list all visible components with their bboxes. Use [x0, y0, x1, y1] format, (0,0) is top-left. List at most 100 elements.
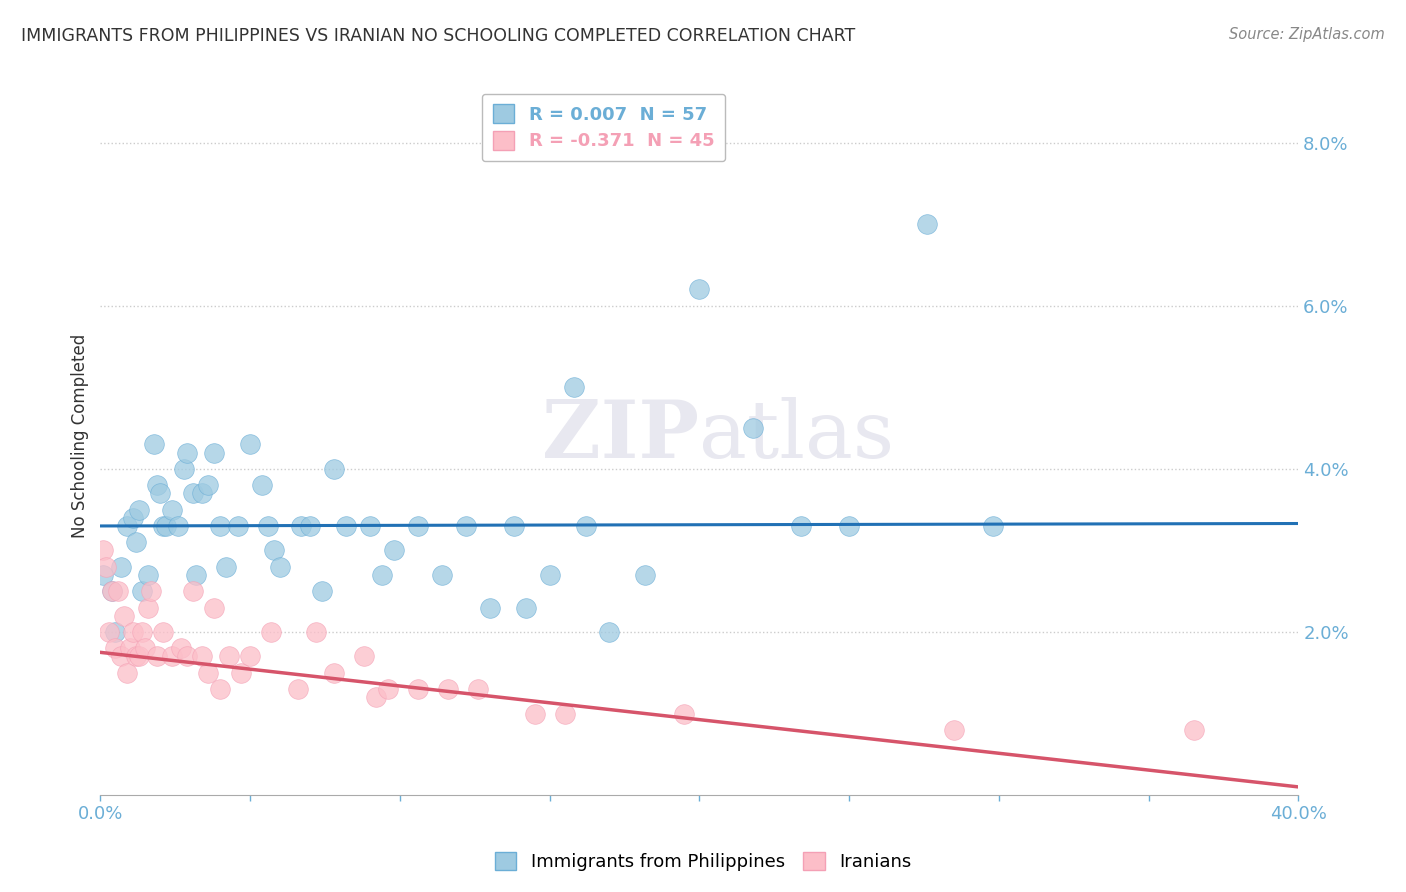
- Point: [239, 437, 262, 451]
- Point: [250, 478, 273, 492]
- Point: [96, 559, 118, 574]
- Legend: R = 0.007  N = 57, R = -0.371  N = 45: R = 0.007 N = 57, R = -0.371 N = 45: [482, 94, 725, 161]
- Point: [915, 217, 938, 231]
- Point: [742, 421, 765, 435]
- Point: [152, 519, 174, 533]
- Point: [523, 706, 546, 721]
- Point: [104, 641, 127, 656]
- Point: [502, 519, 524, 533]
- Point: [152, 624, 174, 639]
- Point: [136, 567, 159, 582]
- Point: [112, 608, 135, 623]
- Point: [117, 665, 139, 680]
- Point: [287, 681, 309, 696]
- Point: [353, 649, 375, 664]
- Point: [128, 502, 150, 516]
- Point: [436, 681, 458, 696]
- Point: [323, 665, 346, 680]
- Point: [186, 567, 208, 582]
- Point: [430, 567, 453, 582]
- Text: ZIP: ZIP: [543, 397, 699, 475]
- Point: [176, 445, 198, 459]
- Point: [93, 543, 115, 558]
- Point: [120, 641, 142, 656]
- Point: [141, 584, 163, 599]
- Point: [191, 649, 214, 664]
- Point: [160, 502, 183, 516]
- Point: [110, 559, 132, 574]
- Point: [335, 519, 357, 533]
- Point: [173, 462, 195, 476]
- Text: Source: ZipAtlas.com: Source: ZipAtlas.com: [1229, 27, 1385, 42]
- Point: [107, 584, 129, 599]
- Point: [598, 624, 620, 639]
- Point: [101, 584, 124, 599]
- Point: [93, 567, 115, 582]
- Point: [269, 559, 291, 574]
- Point: [382, 543, 405, 558]
- Point: [125, 649, 148, 664]
- Point: [478, 600, 501, 615]
- Point: [688, 283, 710, 297]
- Point: [197, 478, 219, 492]
- Point: [155, 519, 177, 533]
- Point: [218, 649, 240, 664]
- Point: [167, 519, 190, 533]
- Point: [181, 584, 204, 599]
- Point: [562, 380, 585, 394]
- Point: [209, 681, 232, 696]
- Point: [364, 690, 387, 705]
- Point: [554, 706, 576, 721]
- Text: IMMIGRANTS FROM PHILIPPINES VS IRANIAN NO SCHOOLING COMPLETED CORRELATION CHART: IMMIGRANTS FROM PHILIPPINES VS IRANIAN N…: [21, 27, 855, 45]
- Point: [298, 519, 321, 533]
- Point: [226, 519, 249, 533]
- Point: [149, 486, 172, 500]
- Point: [197, 665, 219, 680]
- Point: [136, 600, 159, 615]
- Point: [634, 567, 657, 582]
- Point: [229, 665, 252, 680]
- Point: [215, 559, 238, 574]
- Point: [181, 486, 204, 500]
- Point: [371, 567, 394, 582]
- Point: [202, 600, 225, 615]
- Point: [377, 681, 399, 696]
- Legend: Immigrants from Philippines, Iranians: Immigrants from Philippines, Iranians: [488, 845, 918, 879]
- Point: [146, 649, 169, 664]
- Point: [790, 519, 813, 533]
- Point: [942, 723, 965, 737]
- Point: [146, 478, 169, 492]
- Point: [191, 486, 214, 500]
- Point: [263, 543, 285, 558]
- Point: [117, 519, 139, 533]
- Point: [838, 519, 860, 533]
- Point: [131, 624, 153, 639]
- Point: [202, 445, 225, 459]
- Point: [209, 519, 232, 533]
- Point: [406, 519, 429, 533]
- Point: [110, 649, 132, 664]
- Point: [1182, 723, 1205, 737]
- Point: [239, 649, 262, 664]
- Point: [170, 641, 193, 656]
- Point: [454, 519, 477, 533]
- Point: [359, 519, 381, 533]
- Point: [323, 462, 346, 476]
- Point: [467, 681, 489, 696]
- Y-axis label: No Schooling Completed: No Schooling Completed: [72, 334, 89, 539]
- Point: [134, 641, 156, 656]
- Point: [673, 706, 696, 721]
- Point: [125, 535, 148, 549]
- Point: [104, 624, 127, 639]
- Point: [101, 584, 124, 599]
- Point: [160, 649, 183, 664]
- Point: [143, 437, 166, 451]
- Point: [260, 624, 283, 639]
- Point: [305, 624, 328, 639]
- Point: [311, 584, 333, 599]
- Point: [98, 624, 121, 639]
- Point: [290, 519, 312, 533]
- Point: [128, 649, 150, 664]
- Text: atlas: atlas: [699, 397, 894, 475]
- Point: [515, 600, 537, 615]
